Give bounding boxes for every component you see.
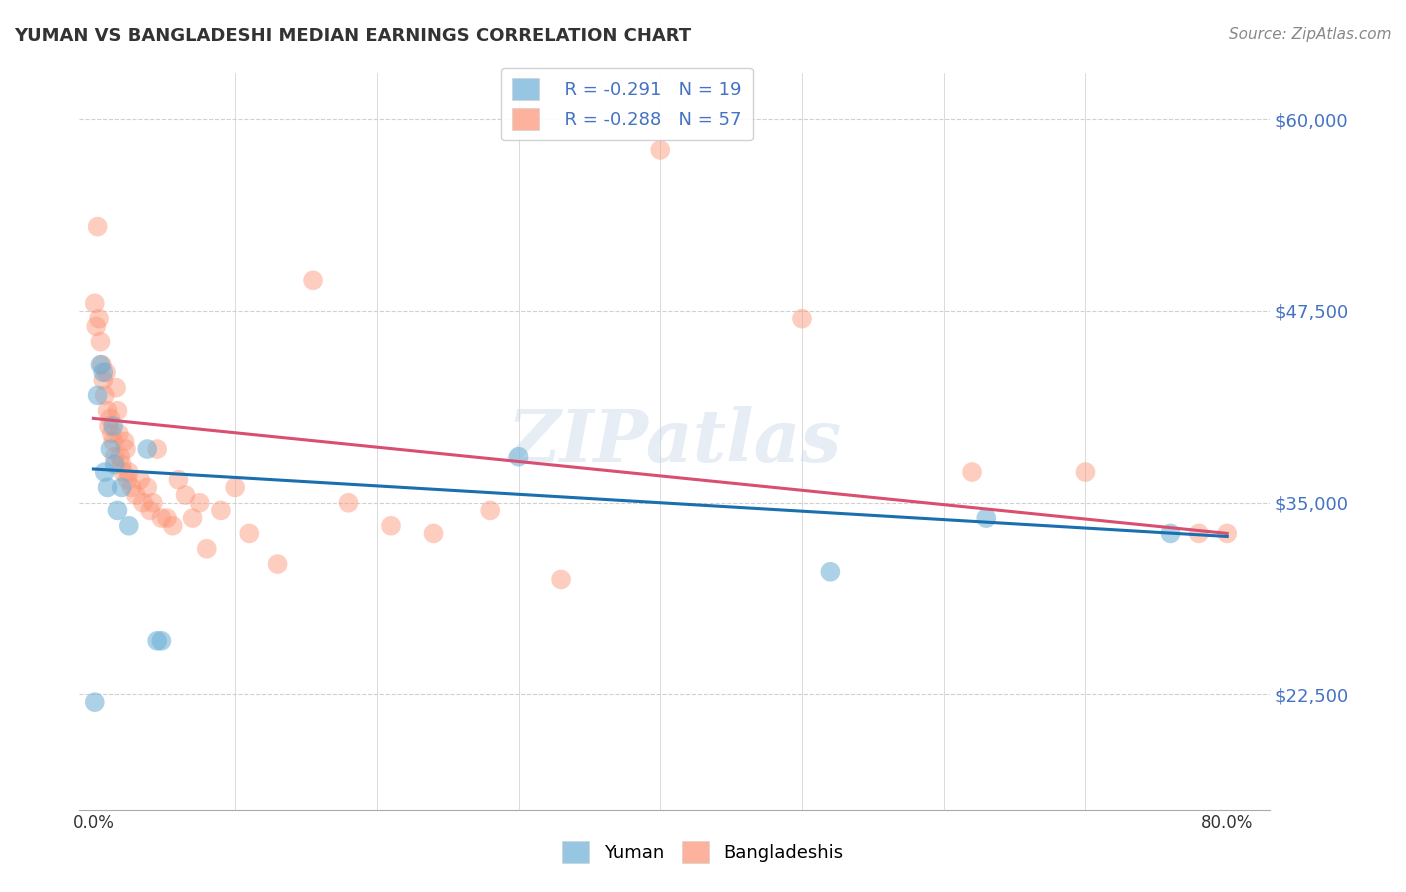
Point [1160, 526, 1182, 541]
Point [118, 465, 141, 479]
Point [112, 465, 135, 479]
Point [974, 511, 997, 525]
Point [820, 565, 842, 579]
Point [86, 388, 108, 402]
Point [650, 143, 672, 157]
Point [93, 388, 115, 402]
Point [118, 518, 141, 533]
Point [115, 442, 138, 456]
Point [89, 358, 111, 372]
Point [132, 496, 155, 510]
Point [108, 426, 131, 441]
Point [100, 411, 122, 425]
Point [94, 365, 117, 379]
Point [139, 503, 162, 517]
Point [107, 503, 129, 517]
Point [104, 450, 127, 464]
Text: ZIPatlas: ZIPatlas [508, 406, 842, 477]
Point [790, 311, 813, 326]
Point [195, 541, 218, 556]
Point [111, 480, 134, 494]
Text: YUMAN VS BANGLADESHI MEDIAN EARNINGS CORRELATION CHART: YUMAN VS BANGLADESHI MEDIAN EARNINGS COR… [14, 27, 692, 45]
Point [103, 419, 125, 434]
Point [1188, 526, 1211, 541]
Point [101, 426, 124, 441]
Point [125, 488, 148, 502]
Point [146, 633, 169, 648]
Point [142, 496, 165, 510]
Point [110, 450, 132, 464]
Point [181, 511, 204, 525]
Point [136, 480, 159, 494]
Point [90, 358, 112, 372]
Point [479, 503, 502, 517]
Point [337, 496, 360, 510]
Point [86, 219, 108, 234]
Point [103, 434, 125, 449]
Point [136, 442, 159, 456]
Point [508, 450, 530, 464]
Point [111, 458, 134, 472]
Point [150, 511, 173, 525]
Point [89, 334, 111, 349]
Point [960, 465, 983, 479]
Point [93, 465, 115, 479]
Point [83, 695, 105, 709]
Point [209, 503, 232, 517]
Point [117, 473, 139, 487]
Point [96, 403, 118, 417]
Point [91, 373, 114, 387]
Legend: Yuman, Bangladeshis: Yuman, Bangladeshis [551, 830, 855, 874]
Point [100, 442, 122, 456]
Point [96, 480, 118, 494]
Text: Source: ZipAtlas.com: Source: ZipAtlas.com [1229, 27, 1392, 42]
Legend:   R = -0.291   N = 19,   R = -0.288   N = 57: R = -0.291 N = 19, R = -0.288 N = 57 [501, 68, 752, 140]
Point [105, 381, 128, 395]
Point [129, 473, 152, 487]
Point [174, 488, 197, 502]
Point [91, 365, 114, 379]
Point [302, 273, 325, 287]
Point [84, 319, 107, 334]
Point [1216, 526, 1239, 541]
Point [238, 526, 260, 541]
Point [104, 458, 127, 472]
Point [162, 518, 184, 533]
Point [422, 526, 444, 541]
Point [114, 434, 136, 449]
Point [224, 480, 246, 494]
Point [87, 311, 110, 326]
Point [98, 419, 121, 434]
Point [121, 480, 143, 494]
Point [550, 573, 572, 587]
Point [150, 633, 173, 648]
Point [146, 442, 169, 456]
Point [188, 496, 211, 510]
Point [107, 403, 129, 417]
Point [380, 518, 402, 533]
Point [167, 473, 190, 487]
Point [156, 511, 179, 525]
Point [1074, 465, 1097, 479]
Point [266, 557, 288, 571]
Point [83, 296, 105, 310]
